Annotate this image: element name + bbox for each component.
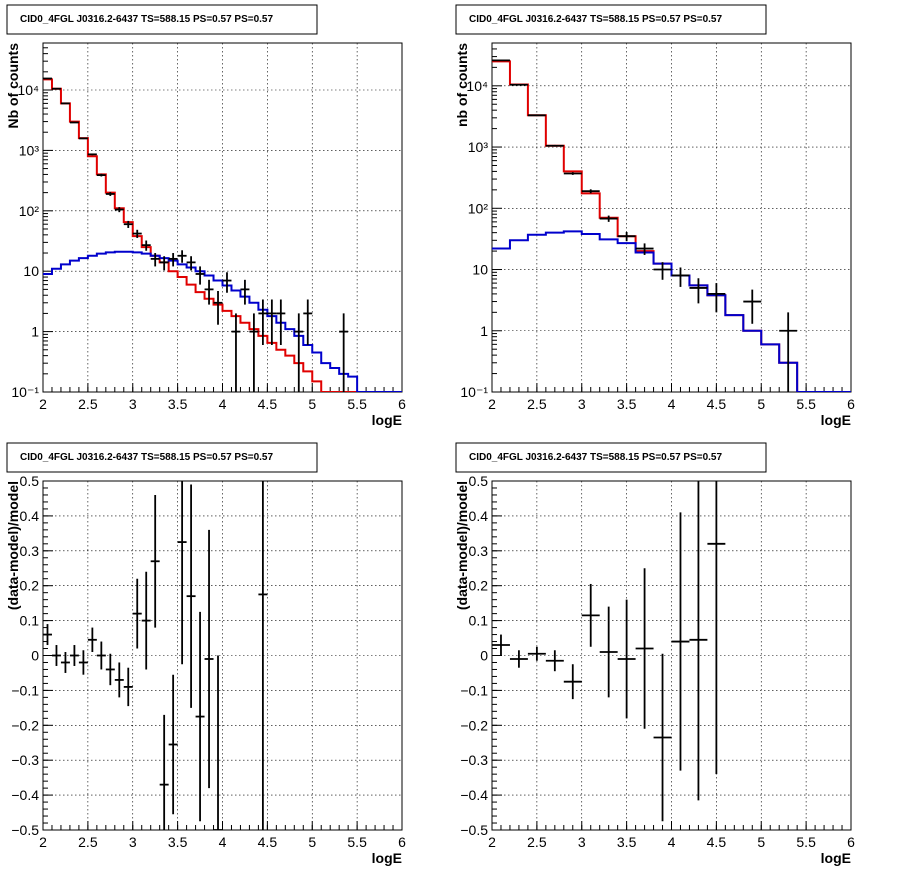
- x-tick-label: 3.5: [168, 834, 188, 850]
- y-tick-label: −0.4: [460, 787, 488, 803]
- y-axis-label: (data-model)/model: [454, 481, 470, 610]
- y-tick-label: 0.1: [469, 613, 489, 629]
- x-tick-label: 5.5: [347, 834, 367, 850]
- y-tick-label: 0: [480, 648, 488, 664]
- data-point: [79, 138, 88, 139]
- x-axis-label: logE: [372, 850, 402, 866]
- x-tick-label: 4: [219, 396, 227, 412]
- chart-title-residual-right: CID0_4FGL J0316.2-6437 TS=588.15 PS=0.57…: [469, 452, 722, 463]
- x-tick-label: 5: [757, 834, 765, 850]
- x-tick-label: 5.5: [796, 396, 816, 412]
- y-tick-label: −0.5: [460, 822, 488, 838]
- x-tick-label: 6: [847, 834, 855, 850]
- x-tick-label: 2.5: [78, 396, 98, 412]
- x-tick-label: 4: [668, 834, 676, 850]
- x-tick-label: 2: [488, 396, 496, 412]
- x-tick-label: 4: [668, 396, 676, 412]
- chart-title-residual-left: CID0_4FGL J0316.2-6437 TS=588.15 PS=0.57…: [20, 452, 273, 463]
- x-tick-label: 3: [129, 396, 137, 412]
- y-tick-label: 0.5: [469, 473, 489, 489]
- y-tick-label: 0.3: [469, 543, 489, 559]
- y-tick-label: 0.4: [20, 508, 40, 524]
- x-tick-label: 4.5: [258, 834, 278, 850]
- y-tick-label: −0.1: [11, 682, 39, 698]
- y-tick-label: 0.1: [20, 613, 40, 629]
- y-tick-label: 0.2: [20, 578, 40, 594]
- y-axis-label: nb of counts: [454, 43, 470, 127]
- x-tick-label: 3.5: [617, 834, 637, 850]
- x-tick-label: 2.5: [78, 834, 98, 850]
- data-point: [88, 153, 97, 155]
- data-point: [61, 103, 70, 104]
- counts-panel-right: CID0_4FGL J0316.2-6437 TS=588.15 PS=0.57…: [454, 5, 855, 428]
- x-tick-label: 3: [578, 396, 586, 412]
- x-tick-label: 3: [129, 834, 137, 850]
- x-tick-label: 5.5: [347, 396, 367, 412]
- data-point: [70, 122, 79, 123]
- y-tick-label: 0.3: [20, 543, 40, 559]
- y-tick-label: 10⁻¹: [11, 384, 39, 400]
- y-tick-label: 0.2: [469, 578, 489, 594]
- x-tick-label: 5: [308, 834, 316, 850]
- data-point: [52, 88, 61, 89]
- data-point: [510, 85, 528, 86]
- y-tick-label: −0.2: [11, 717, 39, 733]
- x-tick-label: 4.5: [707, 396, 727, 412]
- chart-title-counts-left: CID0_4FGL J0316.2-6437 TS=588.15 PS=0.57…: [20, 14, 273, 25]
- x-tick-label: 4.5: [707, 834, 727, 850]
- y-tick-label: 10⁻¹: [460, 384, 488, 400]
- x-tick-label: 5.5: [796, 834, 816, 850]
- x-tick-label: 2.5: [527, 396, 547, 412]
- y-tick-label: 0: [31, 648, 39, 664]
- x-tick-label: 6: [847, 396, 855, 412]
- y-tick-label: −0.5: [11, 822, 39, 838]
- y-tick-label: −0.3: [11, 752, 39, 768]
- x-tick-label: 4: [219, 834, 227, 850]
- y-tick-label: −0.1: [460, 682, 488, 698]
- data-point: [546, 145, 564, 147]
- x-tick-label: 2: [39, 396, 47, 412]
- y-tick-label: 0.5: [20, 473, 40, 489]
- y-tick-label: 10³: [19, 142, 40, 158]
- x-tick-label: 4.5: [258, 396, 278, 412]
- y-tick-label: −0.4: [11, 787, 39, 803]
- x-tick-label: 6: [398, 834, 406, 850]
- x-tick-label: 3.5: [168, 396, 188, 412]
- residual-panel-right: CID0_4FGL J0316.2-6437 TS=588.15 PS=0.57…: [454, 443, 855, 866]
- y-axis-label: Nb of counts: [5, 43, 21, 129]
- x-tick-label: 3: [578, 834, 586, 850]
- y-tick-label: 10³: [468, 139, 489, 155]
- x-axis-label: logE: [372, 412, 402, 428]
- x-axis-label: logE: [821, 412, 851, 428]
- y-tick-label: 0.4: [469, 508, 489, 524]
- x-tick-label: 5: [308, 396, 316, 412]
- y-axis-label: (data-model)/model: [5, 481, 21, 610]
- x-axis-label: logE: [821, 850, 851, 866]
- x-tick-label: 3.5: [617, 396, 637, 412]
- y-tick-label: 1: [31, 324, 39, 340]
- data-point: [528, 115, 546, 116]
- y-tick-label: 10: [23, 263, 39, 279]
- x-tick-label: 2: [488, 834, 496, 850]
- y-tick-label: −0.3: [460, 752, 488, 768]
- x-tick-label: 5: [757, 396, 765, 412]
- chart-title-counts-right: CID0_4FGL J0316.2-6437 TS=588.15 PS=0.57…: [469, 14, 722, 25]
- counts-panel-left: CID0_4FGL J0316.2-6437 TS=588.15 PS=0.57…: [5, 5, 406, 428]
- residual-panel-left: CID0_4FGL J0316.2-6437 TS=588.15 PS=0.57…: [5, 443, 406, 866]
- x-tick-label: 2: [39, 834, 47, 850]
- y-tick-label: 10²: [468, 200, 489, 216]
- y-tick-label: 10²: [19, 203, 40, 219]
- y-tick-label: 10: [472, 262, 488, 278]
- x-tick-label: 6: [398, 396, 406, 412]
- y-tick-label: 1: [480, 323, 488, 339]
- x-tick-label: 2.5: [527, 834, 547, 850]
- y-tick-label: −0.2: [460, 717, 488, 733]
